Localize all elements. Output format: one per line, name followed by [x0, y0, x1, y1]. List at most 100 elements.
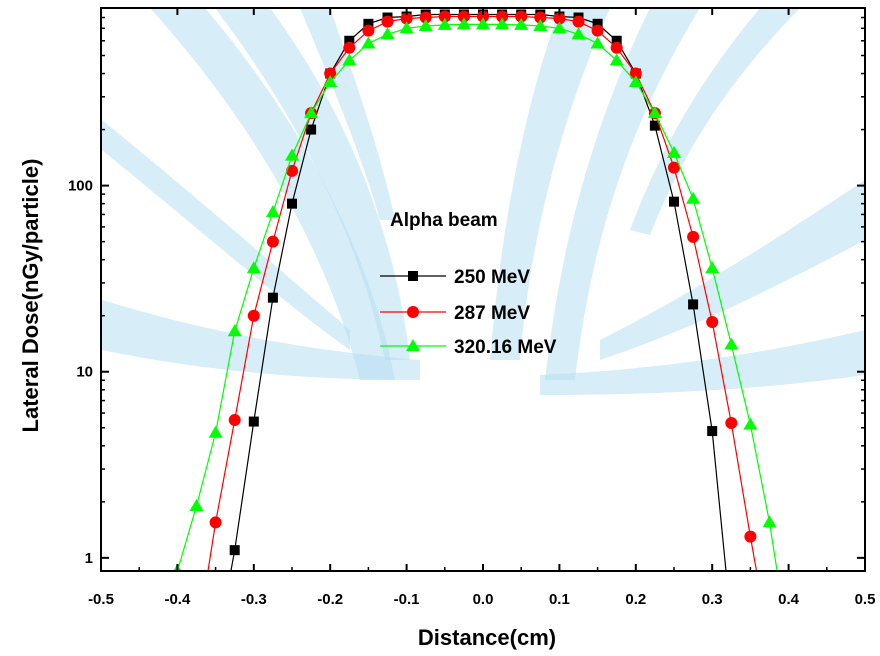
data-point-2-14 [437, 17, 452, 30]
axes-layer [100, 7, 866, 572]
legend-item-1: 287 MeV [380, 303, 530, 324]
data-point-2-23 [609, 53, 624, 66]
series-2 [173, 17, 778, 571]
data-point-1-22 [629, 67, 642, 80]
x-tick-label-2: -0.3 [241, 591, 267, 608]
data-point-0-25 [707, 426, 718, 437]
data-point-2-17 [495, 17, 510, 30]
data-point-2-10 [361, 36, 376, 49]
legend-marker-2 [406, 339, 420, 351]
data-point-1-8 [362, 24, 375, 37]
data-point-2-20 [552, 21, 567, 34]
data-point-0-2 [267, 292, 278, 303]
legend-marker-1 [407, 306, 419, 318]
data-point-2-31 [762, 515, 777, 528]
labels-layer: -0.5 -0.4 -0.3 -0.2 -0.1 0.0 0.1 0.2 0.3 0.4 0.5 1 1… [18, 159, 875, 650]
data-point-1-26 [706, 316, 719, 329]
y-axis-title: Lateral Dose(nGy/particle) [18, 159, 43, 433]
data-point-1-3 [266, 235, 279, 248]
watermark-chevron-0 [150, 8, 395, 380]
data-point-2-16 [476, 17, 490, 30]
data-point-1-25 [687, 230, 700, 243]
data-point-1-1 [228, 414, 241, 427]
data-point-1-12 [438, 10, 451, 23]
data-point-0-20 [611, 35, 622, 46]
data-point-2-30 [743, 417, 758, 430]
x-tick-label-8: 0.3 [702, 591, 723, 608]
data-point-2-13 [418, 19, 433, 32]
watermark-graphic [102, 8, 865, 395]
data-point-2-18 [514, 17, 529, 30]
data-point-1-15 [496, 10, 509, 23]
data-point-2-11 [380, 27, 395, 40]
data-point-1-6 [324, 67, 337, 80]
data-point-1-11 [419, 11, 432, 24]
data-point-2-19 [533, 19, 548, 32]
data-point-1-13 [457, 10, 470, 23]
data-point-2-28 [705, 261, 720, 274]
watermark-chevron-7 [540, 330, 865, 395]
x-axis-title: Distance(cm) [418, 625, 556, 650]
y-tick-label-2: 100 [68, 178, 93, 195]
data-point-1-18 [553, 12, 566, 25]
data-point-2-22 [590, 36, 605, 49]
series-layer [173, 9, 778, 571]
series-line-0 [230, 13, 727, 571]
data-point-0-23 [669, 196, 679, 207]
data-point-2-24 [628, 75, 643, 88]
y-tick-label-0: 1 [85, 550, 93, 567]
data-point-2-1 [189, 498, 204, 511]
data-point-2-6 [285, 148, 299, 161]
data-point-1-9 [381, 15, 394, 28]
data-point-2-21 [571, 27, 586, 40]
x-tick-label-1: -0.4 [164, 591, 191, 608]
data-point-1-4 [286, 164, 298, 177]
data-point-2-26 [667, 145, 681, 158]
x-tick-label-5: 0.0 [473, 591, 494, 608]
legend: 250 MeV 287 MeV 320.16 MeV [380, 267, 557, 358]
series-1 [207, 10, 758, 571]
data-point-1-2 [247, 309, 260, 322]
legend-label-0: 250 MeV [454, 267, 530, 288]
data-point-1-10 [400, 12, 413, 25]
series-clip-group [173, 9, 778, 571]
data-point-2-25 [647, 106, 662, 119]
data-point-0-19 [592, 18, 603, 29]
data-point-2-8 [323, 75, 338, 88]
series-line-2 [176, 23, 778, 571]
x-tick-label-9: 0.4 [778, 591, 800, 608]
x-tick-label-6: 0.1 [549, 591, 570, 608]
data-point-0-4 [306, 124, 317, 135]
data-point-0-6 [344, 35, 355, 46]
legend-item-2: 320.16 MeV [380, 337, 557, 358]
data-point-1-20 [591, 24, 604, 37]
data-point-2-29 [724, 337, 739, 350]
data-point-2-27 [686, 191, 701, 204]
data-point-2-4 [246, 261, 261, 274]
watermark-chevron-4 [102, 120, 350, 350]
data-point-2-2 [208, 425, 223, 438]
watermark-chevron-2 [490, 8, 610, 360]
data-point-1-16 [515, 10, 528, 23]
watermark-chevron-3 [545, 8, 700, 380]
watermark-chevron-1 [215, 8, 410, 360]
data-point-2-9 [342, 53, 357, 66]
data-point-1-0 [209, 516, 222, 529]
y-tick-label-1: 10 [76, 364, 93, 381]
data-point-1-24 [668, 161, 680, 174]
legend-label-1: 287 MeV [454, 303, 530, 324]
data-point-2-3 [227, 324, 242, 337]
data-point-1-14 [477, 10, 489, 23]
legend-item-0: 250 MeV [380, 267, 530, 288]
data-point-1-7 [343, 41, 356, 54]
data-point-1-19 [572, 15, 585, 28]
annotation-alpha-beam: Alpha beam [390, 210, 498, 231]
data-point-1-28 [744, 530, 757, 543]
watermark-chevron-5 [600, 180, 865, 360]
legend-label-2: 320.16 MeV [454, 337, 557, 358]
data-point-2-12 [399, 21, 414, 34]
data-point-0-7 [363, 18, 374, 29]
data-point-0-1 [248, 416, 259, 427]
data-point-0-24 [688, 299, 699, 310]
